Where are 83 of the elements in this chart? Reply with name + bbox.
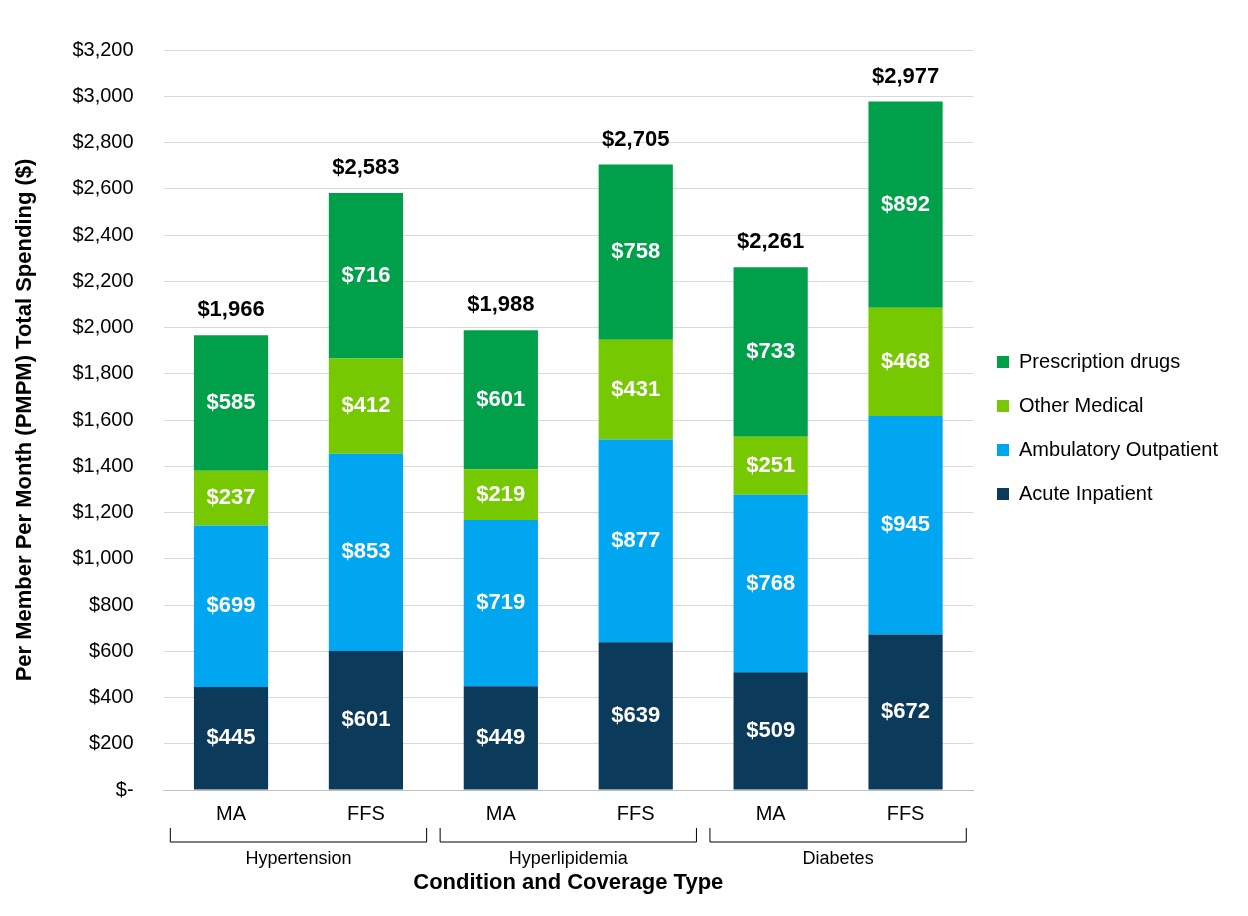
bar <box>328 651 404 790</box>
bar <box>463 686 538 790</box>
bar <box>598 642 673 790</box>
x-axis-title: Condition and Coverage Type <box>413 869 724 895</box>
data-label: $853 <box>341 538 391 564</box>
x-tick-label: MA <box>216 801 247 824</box>
bar <box>463 330 538 470</box>
data-label: $449 <box>476 723 526 749</box>
total-label: $2,583 <box>332 153 400 179</box>
text: Diabetes <box>802 847 874 868</box>
bar <box>328 358 404 454</box>
bar <box>328 192 404 359</box>
legend-label: Prescription drugs <box>1019 349 1181 372</box>
y-tick-label: $1,600 <box>72 407 134 430</box>
data-label: $639 <box>611 701 661 727</box>
data-label: $251 <box>746 451 796 477</box>
bar <box>868 634 943 790</box>
data-label: $699 <box>206 592 256 618</box>
bar <box>868 101 943 308</box>
y-tick-label: $2,400 <box>72 222 134 245</box>
x-tick-label: MA <box>485 801 517 824</box>
data-label: $719 <box>476 589 526 615</box>
bar <box>733 267 808 437</box>
data-label: $945 <box>881 511 931 537</box>
y-tick-label: $3,000 <box>72 83 134 106</box>
y-tick-label: $2,600 <box>72 176 134 199</box>
bar <box>868 416 943 635</box>
text: Hypertension <box>245 847 352 868</box>
legend-label: Ambulatory Outpatient <box>1019 437 1219 460</box>
data-label: $412 <box>341 392 391 418</box>
legend-label: Other Medical <box>1019 393 1144 416</box>
y-tick-label: $800 <box>89 592 134 615</box>
bar <box>733 672 808 790</box>
data-label: $768 <box>746 569 796 595</box>
y-tick-label: $- <box>115 777 134 800</box>
y-tick-label: $1,000 <box>72 546 134 569</box>
y-tick-label: $2,800 <box>72 130 134 153</box>
total-label: $1,966 <box>197 296 265 322</box>
data-label: $585 <box>206 389 256 415</box>
y-tick-label: $3,200 <box>72 37 134 60</box>
bar <box>193 525 269 688</box>
y-tick-label: $1,800 <box>72 361 134 384</box>
data-label: $892 <box>881 190 931 216</box>
data-label: $601 <box>476 385 526 411</box>
total-label: $2,261 <box>737 228 805 254</box>
data-label: $672 <box>881 698 931 724</box>
x-tick-label: MA <box>755 801 787 824</box>
text: Hyperlipidemia <box>508 847 629 868</box>
data-label: $509 <box>746 716 796 742</box>
bar <box>598 164 673 340</box>
data-label: $237 <box>206 484 256 510</box>
bar <box>193 687 269 790</box>
y-tick-label: $200 <box>89 731 134 754</box>
bar <box>328 453 404 652</box>
data-label: $716 <box>341 261 391 287</box>
data-label: $468 <box>881 348 931 374</box>
data-label: $733 <box>746 337 796 363</box>
legend-label: Acute Inpatient <box>1019 481 1153 504</box>
total-label: $1,988 <box>467 291 535 317</box>
x-tick-label: FFS <box>347 801 385 824</box>
y-tick-label: $2,200 <box>72 268 134 291</box>
bar <box>463 519 538 687</box>
bar <box>733 494 808 673</box>
data-label: $431 <box>611 375 661 401</box>
y-tick-label: $600 <box>89 638 134 661</box>
y-tick-label: $2,000 <box>72 315 134 338</box>
x-tick-label: FFS <box>886 801 925 824</box>
bar <box>598 339 673 440</box>
y-tick-label: $1,400 <box>72 453 134 476</box>
bar <box>868 307 943 417</box>
y-tick-label: $400 <box>89 685 134 708</box>
x-tick-label: FFS <box>616 801 655 824</box>
bar <box>598 439 673 643</box>
total-label: $2,977 <box>871 62 940 88</box>
bar <box>193 335 269 471</box>
y-tick-label: $1,200 <box>72 500 134 523</box>
data-label: $758 <box>611 238 661 264</box>
data-label: $601 <box>341 706 391 732</box>
y-axis-title: Per Member Per Month (PMPM) Total Spending ($) <box>11 158 37 682</box>
total-label: $2,705 <box>602 125 670 151</box>
data-label: $445 <box>206 724 256 750</box>
data-label: $877 <box>611 526 661 552</box>
data-label: $219 <box>476 480 526 506</box>
